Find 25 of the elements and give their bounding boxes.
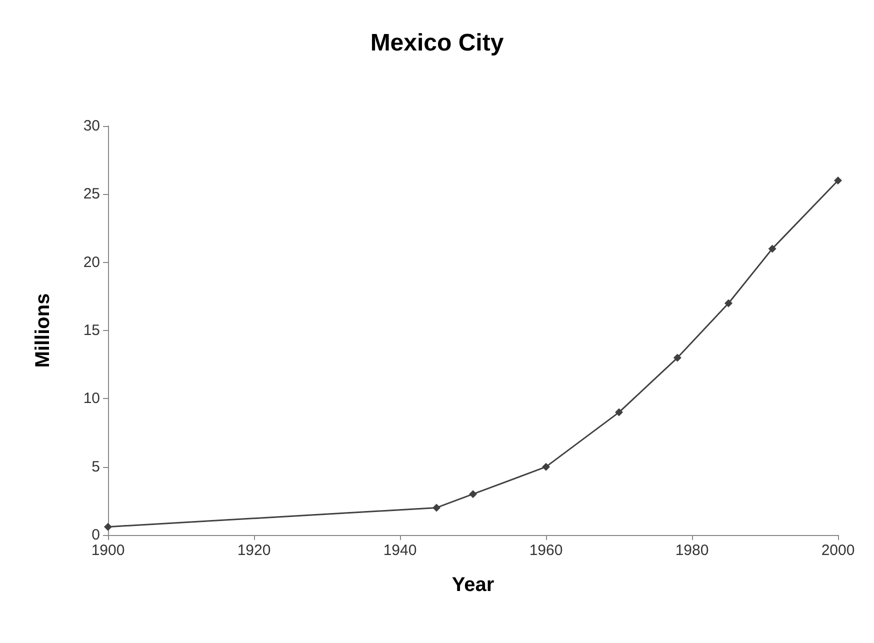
point: [104, 522, 112, 531]
y-tick-label: 25: [83, 186, 100, 203]
x-tick-label: 1940: [383, 542, 417, 559]
y-tick-label: 0: [92, 526, 100, 544]
x-tick-label: 1920: [237, 542, 271, 559]
point: [834, 176, 842, 185]
x-tick-label: 1980: [675, 542, 709, 559]
point: [542, 462, 550, 471]
y-tick-label: 30: [83, 118, 100, 134]
y-axis-title: Millions: [32, 293, 54, 368]
point: [724, 299, 732, 308]
y-tick-label: 20: [83, 254, 100, 271]
point: [469, 490, 477, 498]
point: [432, 504, 440, 512]
point: [673, 354, 682, 362]
x-tick-label: 1960: [529, 542, 563, 559]
chart-title: Mexico City: [370, 30, 504, 56]
y-tick-label: 10: [83, 390, 100, 408]
y-tick-label: 15: [83, 322, 100, 339]
x-tick-label: 2000: [821, 542, 855, 559]
x-tick-label: 1900: [91, 542, 125, 559]
y-tick-label: 5: [92, 458, 100, 476]
point: [615, 408, 623, 416]
x-axis-title: Year: [452, 574, 494, 596]
point: [768, 244, 776, 253]
